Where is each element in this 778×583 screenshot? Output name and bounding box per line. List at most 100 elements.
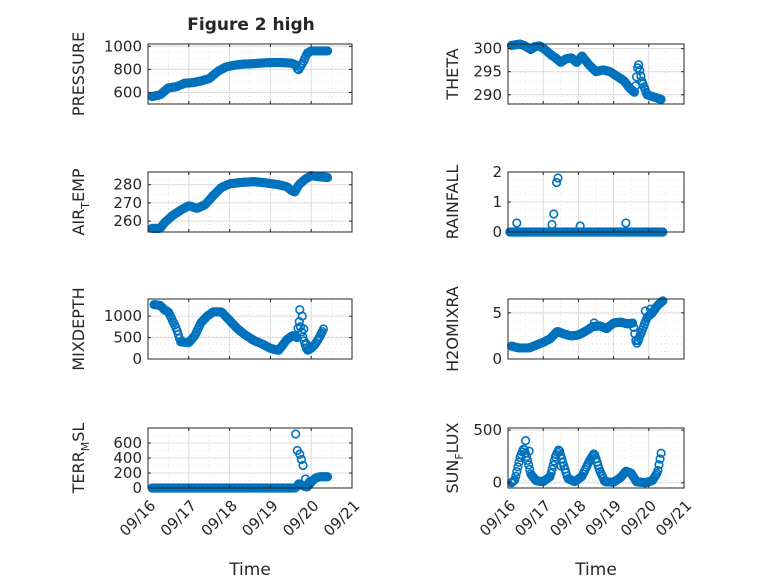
y-tick-label: 1000 <box>104 37 142 55</box>
data-point <box>654 460 664 470</box>
axes-frame <box>147 298 353 360</box>
data-point <box>556 461 566 471</box>
data-point <box>522 455 533 465</box>
y-axis-label: MIXDEPTH <box>69 287 88 370</box>
y-tick-label: 500 <box>473 421 502 439</box>
y-tick-label: 2 <box>492 163 502 181</box>
data-point <box>636 71 646 81</box>
data-point <box>291 429 301 439</box>
data-point <box>322 472 333 482</box>
x-tick-label: 09/17 <box>157 497 200 540</box>
data-point <box>298 460 308 471</box>
y-tick-label: 0 <box>492 474 502 492</box>
data-point <box>553 445 564 455</box>
data-point <box>589 449 599 459</box>
y-axis-label: THETA <box>443 48 462 100</box>
data-point <box>304 477 314 487</box>
y-tick-label: 290 <box>473 86 502 104</box>
axes-panel: 290 295 300 THETA <box>443 39 685 105</box>
y-tick-label: 5 <box>492 304 502 322</box>
y-axis-label: TERRMSL <box>69 423 92 495</box>
x-axis-label: Time <box>574 560 617 580</box>
x-tick-label: 09/18 <box>546 497 589 540</box>
x-axis-label: Time <box>228 560 271 580</box>
data-point <box>633 335 643 346</box>
x-tick-label: 09/16 <box>116 497 159 540</box>
x-tick-label: 09/18 <box>198 497 241 540</box>
data-point <box>509 476 519 486</box>
data-point <box>656 94 666 104</box>
axes-panel: 0 1 2 RAINFALL <box>443 163 685 241</box>
data-point <box>551 177 562 188</box>
data-point <box>322 46 333 56</box>
data-point <box>299 324 309 334</box>
data-point <box>635 65 645 75</box>
data-point <box>629 322 639 332</box>
data-point <box>629 87 640 97</box>
axes-frame <box>507 298 685 360</box>
data-point <box>524 460 534 470</box>
x-tick-label: 09/19 <box>238 497 281 540</box>
y-tick-label: 0 <box>492 223 502 241</box>
data-point <box>634 60 644 70</box>
axes-frame <box>507 43 685 105</box>
y-tick-label: 400 <box>113 449 142 467</box>
y-tick-label: 1 <box>492 193 502 211</box>
y-axis-label: RAINFALL <box>443 165 462 240</box>
y-tick-label: 600 <box>113 83 142 101</box>
data-point <box>640 306 650 316</box>
x-tick-label: 09/21 <box>652 497 695 540</box>
data-point <box>547 219 557 230</box>
y-tick-label: 500 <box>113 329 142 347</box>
data-point <box>549 209 559 219</box>
figure-title: Figure 2 high <box>187 15 315 35</box>
y-tick-label: 280 <box>113 176 142 194</box>
data-point <box>547 464 557 474</box>
y-tick-label: 1000 <box>104 307 142 325</box>
y-tick-label: 0 <box>132 350 142 368</box>
y-tick-label: 200 <box>113 464 142 482</box>
y-tick-label: 300 <box>473 40 502 58</box>
y-tick-label: 600 <box>113 434 142 452</box>
data-point <box>316 328 327 338</box>
data-point <box>297 311 307 321</box>
y-tick-label: 0 <box>132 479 142 497</box>
data-point <box>653 465 663 476</box>
y-axis-label: H2OMIXRA <box>443 286 462 372</box>
x-tick-label: 09/19 <box>582 497 625 540</box>
axes-panel: 0 5 H2OMIXRA <box>443 286 685 372</box>
data-point <box>655 454 665 464</box>
axes-frame <box>147 43 353 105</box>
axes-panel: 0 500 1000 MIXDEPTH <box>69 287 353 371</box>
data-point <box>589 318 599 328</box>
data-point <box>645 304 656 314</box>
data-point <box>512 218 522 228</box>
data-point <box>296 454 307 465</box>
axes-frame <box>507 427 685 489</box>
x-tick-label: 09/21 <box>320 497 363 540</box>
y-axis-label: AIRTEMP <box>69 168 92 235</box>
y-axis-label: PRESSURE <box>69 32 88 116</box>
data-point <box>524 446 534 456</box>
data-point <box>546 468 556 478</box>
axes-background <box>148 299 352 359</box>
data-point <box>512 466 522 477</box>
y-tick-label: 800 <box>113 60 142 78</box>
data-point <box>525 464 535 474</box>
data-point <box>322 172 333 183</box>
data-point <box>511 471 521 481</box>
y-axis-label: SUNFLUX <box>443 422 466 493</box>
x-tick-label: 09/17 <box>511 497 554 540</box>
data-point <box>295 449 305 459</box>
data-point <box>318 324 329 334</box>
data-point <box>658 296 668 306</box>
y-tick-label: 260 <box>113 212 142 230</box>
data-point <box>292 332 302 343</box>
y-tick-label: 0 <box>492 350 502 368</box>
axes-frame <box>147 171 353 233</box>
